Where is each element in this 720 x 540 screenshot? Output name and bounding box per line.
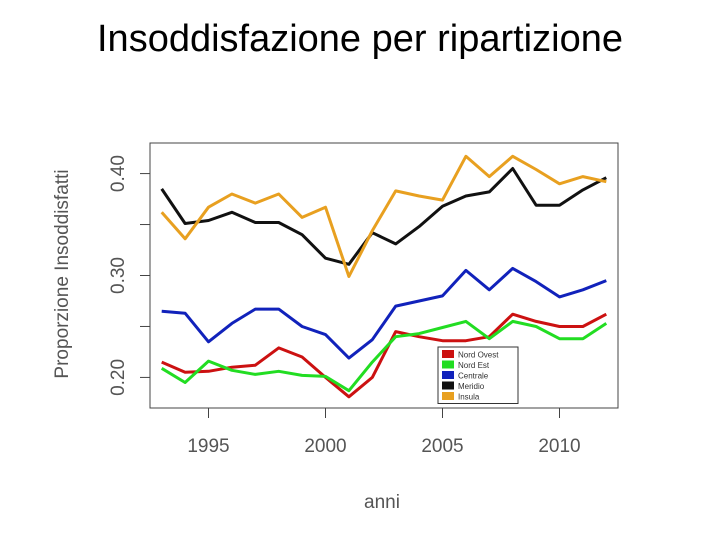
series-line-insula (160, 154, 607, 278)
legend-label: Insula (458, 393, 480, 402)
y-tick-label: 0.30 (108, 257, 129, 294)
legend-label: Nord Est (458, 361, 490, 370)
legend-label: Meridio (458, 382, 485, 391)
legend-label: Nord Ovest (458, 351, 499, 360)
y-axis-label: Proporzione Insoddisfatti (52, 169, 73, 378)
y-tick-label: 0.40 (108, 155, 129, 192)
x-tick-label: 2005 (421, 436, 463, 457)
legend-swatch (442, 350, 454, 358)
x-tick-label: 2000 (304, 436, 346, 457)
legend-swatch (442, 381, 454, 390)
series-line-centrale (161, 266, 607, 360)
chart-title: Insoddisfazione per ripartizione (97, 18, 623, 60)
series-line-nord-ovest (161, 312, 607, 399)
series-line-meridio (160, 167, 607, 266)
legend-label: Centrale (458, 372, 489, 381)
legend-swatch (442, 371, 454, 379)
series-line-nord-est (160, 319, 608, 393)
x-tick-label: 1995 (187, 436, 229, 457)
legend-swatch (442, 360, 454, 369)
x-tick-label: 2010 (538, 436, 580, 457)
y-tick-label: 0.20 (108, 359, 129, 396)
axes: 1995 2000 2005 2010 0.20 0.30 0.40 (108, 155, 581, 457)
legend-swatch (442, 392, 454, 400)
series-lines (160, 154, 608, 399)
x-axis-label: anni (364, 492, 400, 513)
